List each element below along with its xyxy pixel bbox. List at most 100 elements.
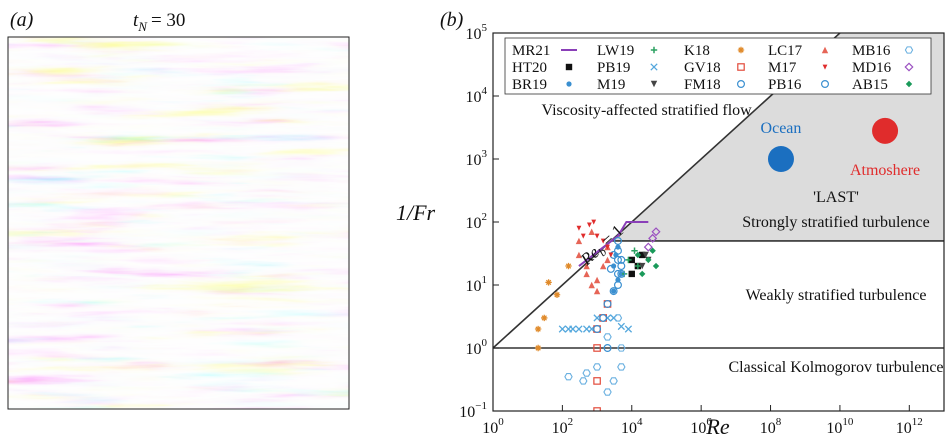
data-point-lc17: [575, 237, 583, 245]
x-tick-base: 10: [826, 420, 842, 437]
x-tick-label: 102: [552, 416, 574, 437]
data-point-m17: [591, 219, 597, 225]
legend-label-pb19: PB19: [597, 60, 630, 76]
data-point-ab15: [649, 247, 656, 254]
legend-label-mr21: MR21: [512, 43, 550, 59]
x-tick-label: 106: [690, 416, 712, 437]
data-point-k18: [541, 314, 548, 322]
data-point-lw19: [634, 262, 642, 270]
data-point-k18: [553, 291, 561, 298]
legend-label-mb16: MB16: [852, 43, 891, 59]
x-tick-exp: 0: [498, 416, 504, 428]
legend-marker-md16: [904, 62, 914, 72]
panel-a-label: (a): [10, 9, 34, 31]
data-point-pb19: [558, 325, 567, 333]
y-tick-exp: 2: [482, 211, 488, 223]
series-md16: [643, 227, 661, 252]
series-lc17: [575, 228, 611, 295]
legend-label-m17: M17: [768, 60, 797, 76]
legend-marker-m17: [822, 64, 828, 70]
legend-label-br19: BR19: [512, 77, 547, 93]
data-point-k18: [565, 262, 572, 270]
y-tick-label: 105: [466, 22, 488, 43]
legend-item-mb16: MB16: [852, 43, 914, 59]
data-point-m17: [586, 222, 592, 228]
x-tick-base: 10: [621, 420, 637, 437]
data-point-lc17: [588, 281, 595, 289]
x-tick-label: 104: [621, 416, 643, 437]
legend-label-m19: M19: [597, 77, 625, 93]
legend-label-lc17: LC17: [768, 43, 803, 59]
data-point-ab15: [639, 270, 646, 278]
data-point-pb16: [617, 255, 626, 264]
y-tick-label: 10−1: [459, 400, 487, 421]
data-point-lw19: [625, 256, 632, 264]
turbulence-field: [8, 37, 349, 409]
series-mr21: [578, 221, 649, 267]
data-point-m19: [639, 262, 646, 270]
region-label-classical-kolmogorov-turbulence: Classical Kolmogorov turbulence: [728, 359, 943, 376]
named-points: Ocean Atmoshere: [761, 117, 920, 179]
y-tick-exp: 1: [482, 274, 488, 286]
scatter-markers: [534, 219, 661, 411]
data-point-m17: [594, 233, 600, 239]
legend-marker-ht20: [565, 63, 573, 71]
data-point-gv18: [593, 344, 601, 352]
data-point-pb16: [613, 269, 622, 278]
data-point-mb16: [617, 363, 626, 371]
region-label-viscosity-affected-stratified-flow: Viscosity-affected stratified flow: [541, 102, 752, 119]
series-fm18: [593, 236, 626, 353]
reb-unity-line: [493, 33, 842, 349]
y-tick-exp: 0: [482, 337, 488, 349]
data-point-pb16: [613, 246, 622, 255]
data-point-lc17: [583, 262, 590, 270]
legend-marker-mb16: [904, 46, 914, 54]
legend-marker-fm18: [736, 79, 745, 88]
data-point-m17: [600, 238, 606, 244]
legend-item-pb16: PB16: [768, 77, 829, 93]
data-point-pb19: [624, 325, 633, 333]
y-tick-base: 10: [466, 152, 482, 169]
data-point-m17: [605, 244, 610, 250]
y-tick-exp: −1: [475, 400, 487, 412]
y-tick-label: 104: [466, 85, 488, 106]
data-point-pb19: [617, 322, 625, 331]
data-point-md16: [651, 227, 661, 237]
data-point-fm18: [603, 299, 612, 308]
legend-marker-br19: [566, 81, 572, 87]
data-point-lc17: [599, 262, 607, 270]
y-tick-label: 100: [466, 337, 488, 358]
x-tick-label: 108: [760, 416, 782, 437]
series-line-mr21: [578, 221, 649, 267]
data-point-fm18: [603, 344, 612, 353]
data-point-fm18: [599, 313, 608, 322]
panel-a-title-value: = 30: [151, 10, 185, 31]
y-tick-label: 102: [466, 211, 488, 232]
legend-item-gv18: GV18: [684, 60, 745, 76]
x-tick-exp: 8: [776, 416, 782, 428]
data-point-lc17: [593, 287, 601, 295]
data-point-ab15: [634, 251, 642, 259]
legend-item-fm18: FM18: [684, 77, 745, 93]
x-tick-label: 1012: [896, 416, 923, 437]
y-tick-base: 10: [466, 26, 482, 43]
data-point-ht20: [628, 270, 635, 278]
panel-a-title-sub: N: [137, 19, 148, 34]
y-tick-exp: 5: [482, 22, 488, 34]
data-point-ab15: [645, 256, 652, 264]
data-point-lw19: [631, 247, 638, 254]
x-tick-exp: 12: [912, 416, 923, 428]
x-tick-base: 10: [690, 420, 706, 437]
data-point-fm18: [613, 281, 622, 290]
data-point-m17: [580, 233, 586, 239]
y-tick-base: 10: [466, 278, 482, 295]
x-tick-exp: 6: [706, 416, 712, 428]
y-tick-base: 10: [466, 341, 482, 358]
data-point-k18: [534, 344, 542, 352]
data-point-fm18: [609, 287, 618, 296]
data-point-ht20: [628, 256, 635, 264]
data-point-m17: [608, 252, 614, 258]
named-point-label-ocean: Ocean: [761, 120, 802, 137]
region-label-last: 'LAST': [813, 189, 859, 206]
